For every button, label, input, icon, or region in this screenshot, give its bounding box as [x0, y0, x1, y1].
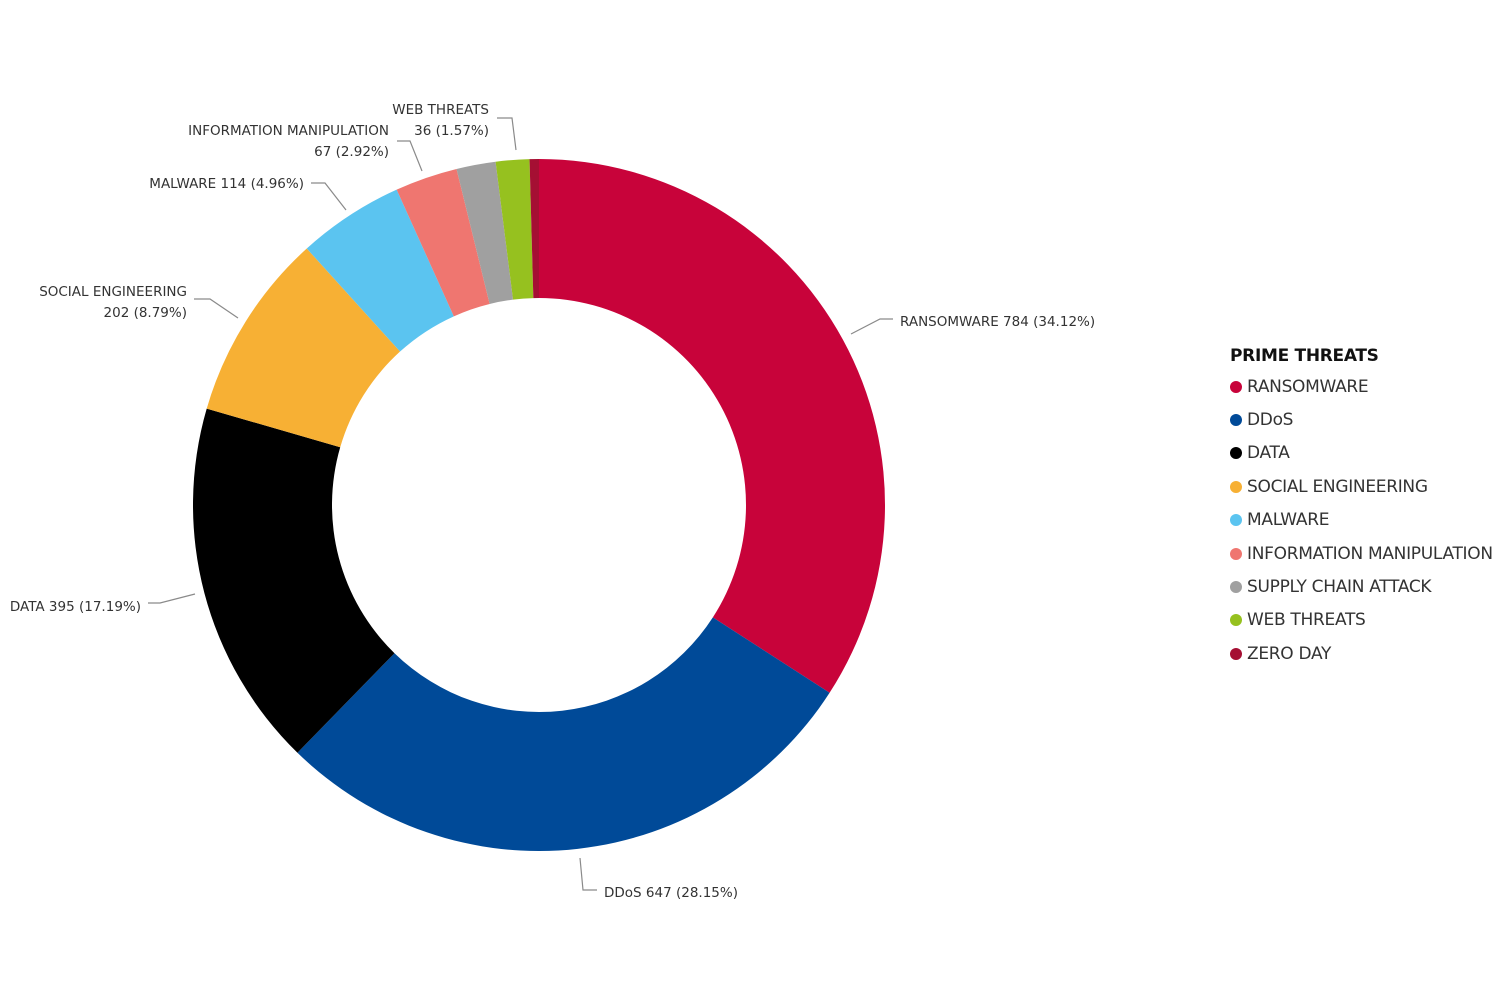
- data-label-ransomware: RANSOMWARE 784 (34.12%): [900, 314, 1095, 330]
- legend-item-ddos[interactable]: DDoS: [1230, 403, 1493, 436]
- data-label-ddos: DDoS 647 (28.15%): [604, 885, 738, 901]
- labels-group: RANSOMWARE 784 (34.12%) DDoS 647 (28.15%)…: [10, 102, 1095, 901]
- legend-marker: [1230, 614, 1242, 627]
- legend-marker: [1230, 647, 1242, 660]
- slice-malware[interactable]: [306, 189, 454, 352]
- slice-ransomware[interactable]: [539, 159, 885, 693]
- legend-item-information-manipulation[interactable]: INFORMATION MANIPULATION: [1230, 537, 1493, 570]
- slice-web-threats[interactable]: [495, 159, 534, 300]
- slice-social-engineering[interactable]: [206, 248, 401, 448]
- legend-item-malware[interactable]: MALWARE: [1230, 504, 1493, 537]
- legend-label: DDoS: [1247, 410, 1294, 431]
- leader-line-ransomware: [850, 318, 893, 335]
- data-label-data: DATA 395 (17.19%): [10, 599, 141, 615]
- legend-marker: [1230, 480, 1242, 493]
- slice-zero-day[interactable]: [529, 159, 539, 299]
- legend-label: SUPPLY CHAIN ATTACK: [1247, 577, 1432, 598]
- legend-marker: [1230, 581, 1242, 594]
- leader-line-ddos: [579, 857, 597, 891]
- legend-label: ZERO DAY: [1247, 643, 1332, 664]
- slice-ddos[interactable]: [297, 617, 830, 851]
- leader-line-data: [148, 593, 196, 604]
- legend-marker: [1230, 380, 1242, 393]
- legend-label: INFORMATION MANIPULATION: [1247, 543, 1493, 564]
- legend-marker: [1230, 514, 1242, 527]
- data-label-malware: MALWARE 114 (4.96%): [149, 176, 304, 192]
- slice-supply-chain-attack[interactable]: [456, 161, 514, 304]
- legend-item-data[interactable]: DATA: [1230, 437, 1493, 470]
- data-label-information-manipulation: INFORMATION MANIPULATION: [188, 123, 389, 139]
- legend-label: SOCIAL ENGINEERING: [1247, 476, 1428, 497]
- data-label-value-social-engineering: 202 (8.79%): [104, 305, 187, 321]
- slice-data[interactable]: [192, 408, 395, 753]
- leader-line-information-manipulation: [397, 140, 423, 172]
- leader-line-web-threats: [497, 117, 517, 151]
- legend-item-social-engineering[interactable]: SOCIAL ENGINEERING: [1230, 470, 1493, 503]
- slices-group: [192, 159, 885, 851]
- data-label-value-information-manipulation: 67 (2.92%): [314, 144, 389, 160]
- leader-line-social-engineering: [194, 298, 239, 319]
- data-label-social-engineering: SOCIAL ENGINEERING: [39, 284, 187, 300]
- data-label-value-web-threats: 36 (1.57%): [414, 123, 489, 139]
- legend-label: RANSOMWARE: [1247, 376, 1369, 397]
- slice-information-manipulation[interactable]: [396, 168, 490, 317]
- legend-label: DATA: [1247, 443, 1290, 464]
- legend-marker: [1230, 447, 1242, 460]
- legend-title: PRIME THREATS: [1230, 346, 1379, 366]
- legend-item-zero-day[interactable]: ZERO DAY: [1230, 637, 1493, 670]
- legend-label: WEB THREATS: [1247, 610, 1366, 631]
- legend-item-ransomware[interactable]: RANSOMWARE: [1230, 370, 1493, 403]
- legend-item-supply-chain-attack[interactable]: SUPPLY CHAIN ATTACK: [1230, 570, 1493, 603]
- data-label-web-threats: WEB THREATS: [392, 102, 489, 118]
- legend-marker: [1230, 547, 1242, 560]
- legend: PRIME THREATS RANSOMWARE DDoS DATA SOCIAL E…: [1230, 346, 1493, 671]
- legend-label: MALWARE: [1247, 510, 1330, 531]
- legend-marker: [1230, 414, 1242, 427]
- legend-item-web-threats[interactable]: WEB THREATS: [1230, 604, 1493, 637]
- leader-line-malware: [311, 182, 347, 211]
